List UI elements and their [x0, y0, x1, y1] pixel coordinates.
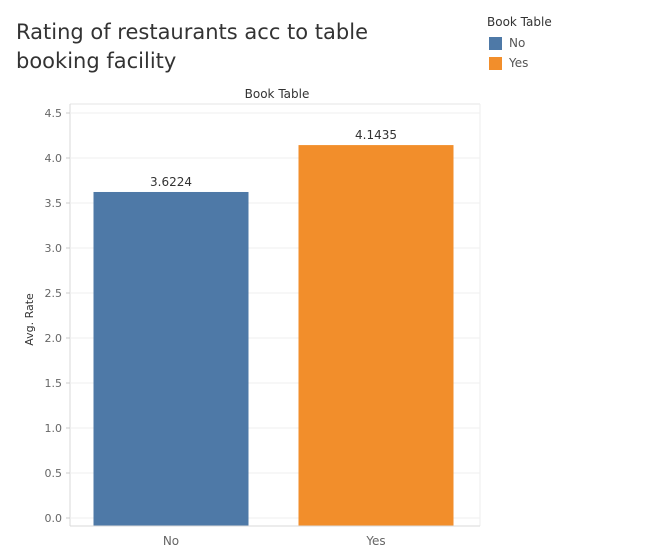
y-tick-label: 2.0 [45, 332, 63, 345]
y-tick-label: 0.5 [45, 467, 63, 480]
bar-yes [298, 145, 454, 526]
y-axis-label: Avg. Rate [23, 293, 36, 346]
x-tick-label-no: No [163, 534, 179, 548]
legend-item-yes[interactable]: Yes [487, 53, 637, 73]
legend-label-yes: Yes [509, 56, 529, 70]
y-tick-label: 3.0 [45, 242, 63, 255]
y-tick-label: 0.0 [45, 512, 63, 525]
legend-swatch-no [489, 36, 502, 50]
x-tick-label-yes: Yes [365, 534, 385, 548]
y-tick-label: 1.0 [45, 422, 63, 435]
data-label-no: 3.6224 [150, 175, 192, 189]
y-tick-label: 4.0 [45, 152, 63, 165]
legend-swatch-yes [489, 56, 502, 70]
y-tick-label: 4.5 [45, 107, 63, 120]
y-tick-label: 2.5 [45, 287, 63, 300]
chart-title: Rating of restaurants acc to table booki… [16, 20, 375, 73]
column-header: Book Table [245, 87, 310, 101]
legend-title: Book Table [487, 15, 552, 29]
bar-no [93, 191, 249, 526]
y-tick-label: 3.5 [45, 197, 63, 210]
data-label-yes: 4.1435 [355, 128, 397, 142]
legend-label-no: No [509, 36, 526, 50]
legend-item-no[interactable]: No [487, 33, 637, 53]
y-tick-label: 1.5 [45, 377, 63, 390]
legend: Book Table No Yes [487, 14, 637, 73]
